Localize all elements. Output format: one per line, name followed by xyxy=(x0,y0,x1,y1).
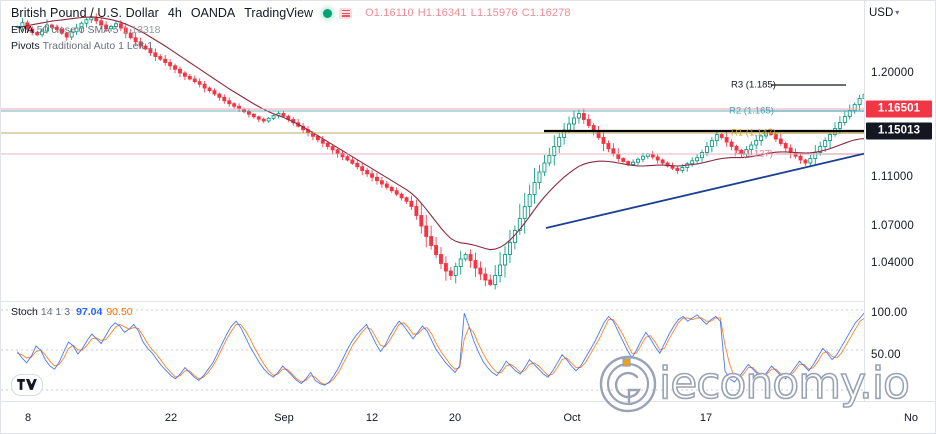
price-plot xyxy=(1,13,867,290)
chevron-down-icon: ▾ xyxy=(895,8,900,18)
price-scale[interactable]: USD ▾ 1.20000 1.11000 1.07000 1.04000 1.1650… xyxy=(864,1,935,401)
stochastic-plot xyxy=(1,309,867,391)
price-tick-1: 1.11000 xyxy=(871,171,914,183)
time-tick-7: No xyxy=(903,412,919,424)
time-tick-3: 12 xyxy=(365,412,379,424)
price-tick-3: 1.04000 xyxy=(871,257,914,269)
stochastic-legend[interactable]: Stoch 14 1 3 97.04 90.50 xyxy=(11,306,133,318)
stoch-tick-0: 100.00 xyxy=(871,307,908,319)
time-tick-5: Oct xyxy=(563,412,581,424)
stochastic-pane[interactable]: Stoch 14 1 3 97.04 90.50 xyxy=(1,301,867,402)
price-scale-currency[interactable]: USD ▾ xyxy=(869,7,899,19)
price-pane[interactable] xyxy=(1,1,867,301)
stoch-tick-1: 50.00 xyxy=(871,349,901,361)
currency-label: USD xyxy=(869,7,894,19)
time-tick-0: 8 xyxy=(24,412,32,424)
price-tick-0: 1.20000 xyxy=(871,67,914,79)
time-tick-6: 17 xyxy=(699,412,713,424)
stoch-d-value: 90.50 xyxy=(106,306,133,318)
tradingview-logo[interactable] xyxy=(11,374,43,396)
stoch-params: 14 1 3 xyxy=(40,306,71,318)
last-price-badge[interactable]: 1.16501 xyxy=(866,100,932,118)
time-scale[interactable]: 8 22 Sep 12 20 Oct 17 No xyxy=(1,401,935,433)
time-tick-4: 20 xyxy=(448,412,462,424)
price-line-badge[interactable]: 1.15013 xyxy=(866,122,932,140)
time-tick-2: Sep xyxy=(274,412,294,424)
tradingview-logo-icon xyxy=(17,379,37,390)
stoch-label: Stoch xyxy=(11,306,38,318)
time-tick-1: 22 xyxy=(164,412,178,424)
stoch-k-value: 97.04 xyxy=(76,306,103,318)
price-tick-2: 1.07000 xyxy=(871,220,914,232)
